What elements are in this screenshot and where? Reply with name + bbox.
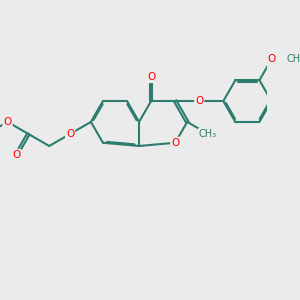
Text: O: O <box>66 129 74 139</box>
Text: O: O <box>171 138 179 148</box>
Text: CH₃: CH₃ <box>286 54 300 64</box>
Text: O: O <box>267 54 276 64</box>
Text: O: O <box>12 150 20 160</box>
Text: O: O <box>3 117 12 127</box>
Text: O: O <box>147 72 155 82</box>
Text: CH₃: CH₃ <box>199 129 217 139</box>
Text: O: O <box>195 96 203 106</box>
